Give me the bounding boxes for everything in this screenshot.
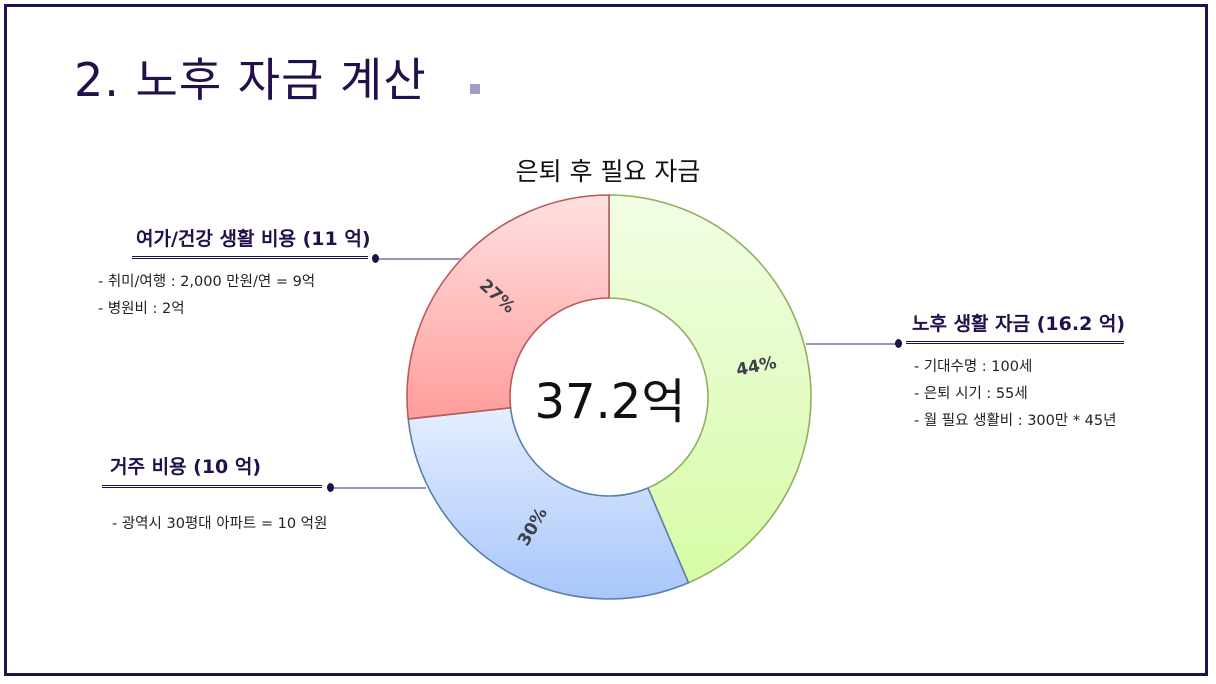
housing-connector-knob <box>327 483 334 492</box>
leisure-connector-line <box>374 258 460 260</box>
living-connector-knob <box>895 339 902 348</box>
living-connector-line <box>806 343 898 345</box>
housing-details: - 광역시 30평대 아파트 = 10 억원 <box>112 511 327 538</box>
living-heading-underline <box>906 341 1124 344</box>
chart-title: 은퇴 후 필요 자금 <box>515 157 701 186</box>
center-total-label: 37.2억 <box>534 374 686 430</box>
living-heading: 노후 생활 자금 (16.2 억) <box>912 313 1126 335</box>
living-detail-item: - 월 필요 생활비 : 300만 * 45년 <box>914 413 1117 429</box>
living-details: - 기대수명 : 100세 - 은퇴 시기 : 55세 - 월 필요 생활비 :… <box>914 354 1116 435</box>
donut-slice <box>407 406 690 600</box>
leisure-details: - 취미/여행 : 2,000 만원/연 = 9억 - 병원비 : 2억 <box>98 269 315 323</box>
leisure-detail-item: - 병원비 : 2억 <box>98 301 185 317</box>
housing-heading: 거주 비용 (10 억) <box>110 456 262 478</box>
slide-title: 2. 노후 자금 계산 <box>74 53 427 107</box>
housing-detail-item: - 광역시 30평대 아파트 = 10 억원 <box>112 516 328 532</box>
leisure-detail-item: - 취미/여행 : 2,000 만원/연 = 9억 <box>98 274 316 290</box>
living-detail-item: - 기대수명 : 100세 <box>914 359 1033 375</box>
leisure-heading: 여가/건강 생활 비용 (11 억) <box>136 228 371 250</box>
housing-heading-underline <box>102 485 322 488</box>
title-accent-square <box>470 84 480 94</box>
housing-connector-line <box>330 487 426 489</box>
donut-slice <box>406 194 610 420</box>
leisure-connector-knob <box>372 254 379 263</box>
donut-slice <box>608 194 812 584</box>
living-detail-item: - 은퇴 시기 : 55세 <box>914 386 1028 402</box>
leisure-heading-underline <box>132 256 368 259</box>
